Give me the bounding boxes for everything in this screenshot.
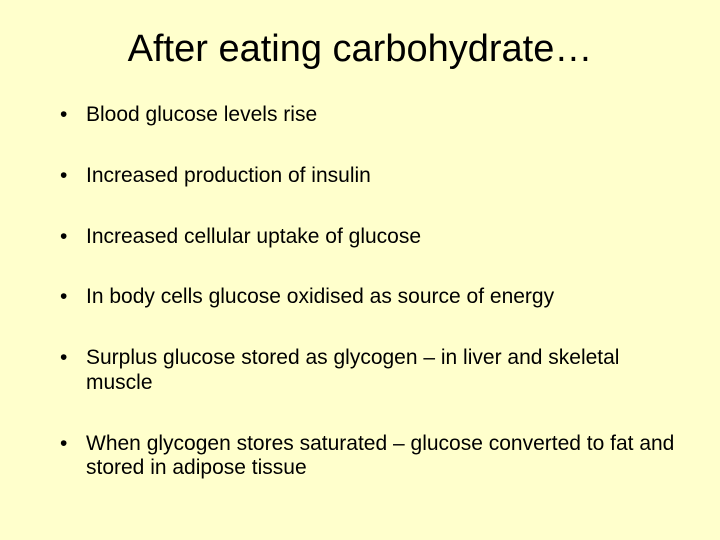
list-item: Increased production of insulin (60, 164, 680, 189)
list-item: Blood glucose levels rise (60, 103, 680, 128)
slide-title: After eating carbohydrate… (40, 28, 680, 71)
list-item: Increased cellular uptake of glucose (60, 225, 680, 250)
bullet-list: Blood glucose levels rise Increased prod… (40, 103, 680, 481)
list-item: When glycogen stores saturated – glucose… (60, 432, 680, 482)
list-item: Surplus glucose stored as glycogen – in … (60, 346, 680, 396)
list-item: In body cells glucose oxidised as source… (60, 285, 680, 310)
